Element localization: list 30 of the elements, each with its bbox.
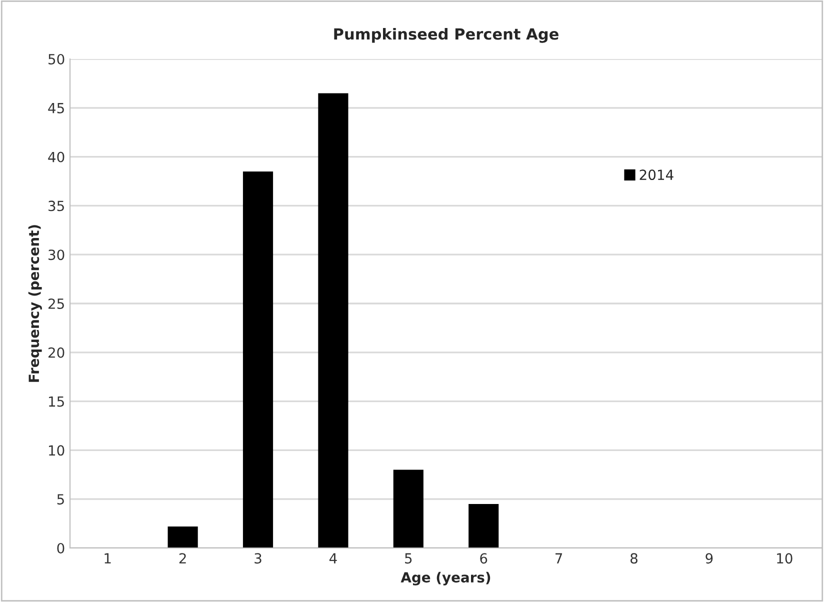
y-tick-label: 0 [57, 542, 64, 554]
x-tick-label: 5 [405, 553, 412, 564]
y-tick-label: 40 [48, 152, 64, 162]
x-tick-label: 10 [777, 553, 792, 564]
y-tick-label: 10 [48, 445, 64, 456]
y-tick-label: 35 [48, 200, 64, 212]
x-axis-title: Age (years) [400, 572, 490, 586]
legend-label: 2014 [640, 170, 674, 180]
x-tick-label: 8 [630, 553, 638, 564]
bar [242, 171, 274, 548]
x-tick-label: 1 [104, 553, 111, 564]
y-tick-label: 15 [48, 396, 64, 407]
y-tick-label: 45 [48, 103, 64, 114]
bar [393, 470, 424, 548]
x-tick-label: 7 [556, 553, 562, 564]
chart-title: Pumpkinseed Percent Age [334, 28, 558, 43]
x-tick-label: 6 [480, 553, 488, 564]
x-tick-label: 4 [329, 553, 337, 564]
x-tick-label: 2 [179, 553, 186, 564]
x-tick-label: 3 [254, 553, 262, 564]
y-tick-label: 20 [48, 347, 64, 358]
bar [468, 504, 499, 548]
y-tick-label: 30 [48, 250, 64, 260]
x-tick-label: 9 [706, 553, 713, 564]
y-tick-label: 5 [57, 494, 64, 505]
y-tick-label: 50 [48, 54, 64, 64]
bar [168, 526, 198, 548]
y-axis-title: Frequency (percent) [28, 225, 42, 382]
y-tick-label: 25 [48, 298, 64, 309]
bar [318, 93, 348, 548]
